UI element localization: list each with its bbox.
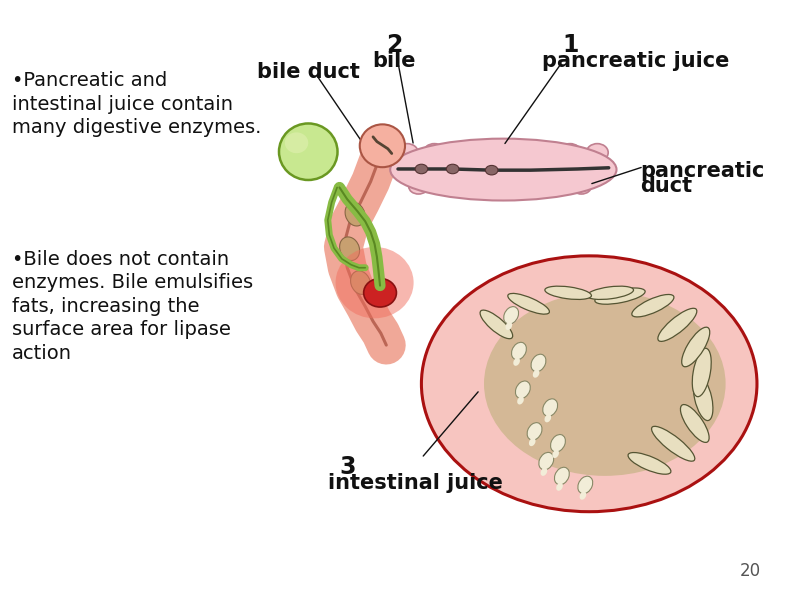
Circle shape [446,164,459,174]
Text: pancreatic: pancreatic [640,161,765,181]
Ellipse shape [463,179,483,194]
Text: 2: 2 [386,33,403,57]
Text: bile: bile [372,51,416,71]
Text: •Pancreatic and
intestinal juice contain
many digestive enzymes.: •Pancreatic and intestinal juice contain… [12,71,261,137]
Ellipse shape [545,179,564,194]
Text: 3: 3 [340,455,356,479]
Ellipse shape [423,143,445,161]
Circle shape [415,164,428,174]
Ellipse shape [680,405,709,443]
Text: 1: 1 [562,33,578,57]
Ellipse shape [478,143,499,161]
Ellipse shape [340,237,360,261]
Circle shape [484,292,726,476]
Ellipse shape [682,327,710,367]
Ellipse shape [652,426,695,461]
Ellipse shape [506,322,512,330]
Ellipse shape [559,143,581,161]
Text: bile duct: bile duct [256,62,360,83]
Ellipse shape [279,124,337,180]
Ellipse shape [436,179,456,194]
Ellipse shape [503,306,518,324]
Ellipse shape [396,143,418,161]
Ellipse shape [587,286,634,299]
Text: duct: duct [640,176,692,196]
Ellipse shape [285,133,308,154]
Ellipse shape [345,202,365,226]
Ellipse shape [508,293,549,314]
Ellipse shape [578,476,592,494]
Ellipse shape [545,286,592,299]
Text: pancreatic juice: pancreatic juice [542,51,730,71]
Ellipse shape [532,143,554,161]
Ellipse shape [553,450,559,458]
Ellipse shape [511,342,526,360]
Ellipse shape [517,396,524,405]
Ellipse shape [628,453,671,474]
Ellipse shape [360,124,405,167]
Ellipse shape [409,179,428,194]
Circle shape [422,256,757,512]
Ellipse shape [658,308,697,342]
Ellipse shape [480,310,513,339]
Ellipse shape [693,375,713,421]
Ellipse shape [543,399,557,416]
Ellipse shape [595,288,646,304]
Ellipse shape [692,348,711,397]
Ellipse shape [513,358,520,366]
Ellipse shape [533,369,539,378]
Ellipse shape [450,143,472,161]
Text: intestinal juice: intestinal juice [328,473,503,493]
Ellipse shape [545,414,551,422]
Ellipse shape [364,278,396,307]
Ellipse shape [515,381,530,399]
Ellipse shape [351,271,371,295]
Ellipse shape [390,139,616,201]
Ellipse shape [557,483,563,491]
Circle shape [485,165,498,175]
Ellipse shape [490,179,510,194]
Text: 20: 20 [740,562,761,580]
Ellipse shape [541,468,547,476]
Ellipse shape [529,438,536,446]
Ellipse shape [336,247,414,318]
Ellipse shape [505,143,526,161]
Ellipse shape [518,179,537,194]
Ellipse shape [632,295,674,317]
Ellipse shape [531,354,546,372]
Text: •Bile does not contain
enzymes. Bile emulsifies
fats, increasing the
surface are: •Bile does not contain enzymes. Bile emu… [12,250,252,363]
Ellipse shape [539,452,553,470]
Ellipse shape [550,434,565,452]
Ellipse shape [572,179,592,194]
Ellipse shape [586,143,608,161]
Ellipse shape [527,422,542,440]
Ellipse shape [554,467,569,485]
Ellipse shape [580,491,586,500]
